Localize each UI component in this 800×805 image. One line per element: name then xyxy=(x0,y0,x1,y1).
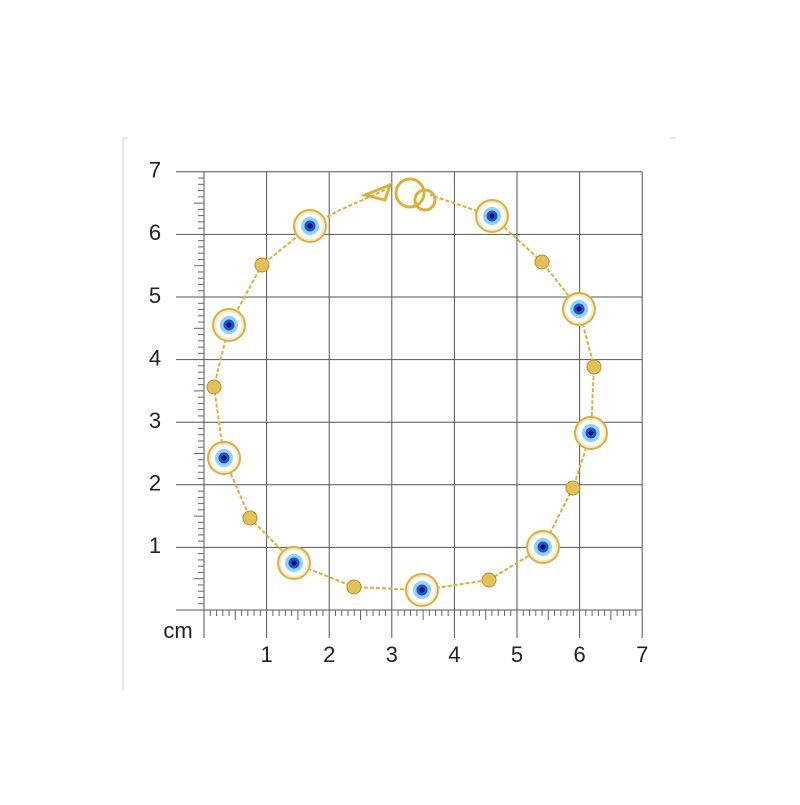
x-label: 3 xyxy=(386,642,398,667)
clasp-tag xyxy=(360,182,393,202)
ruler xyxy=(194,177,637,620)
grid xyxy=(176,171,643,638)
bracelet xyxy=(206,177,608,607)
x-label: 6 xyxy=(573,642,585,667)
y-label: 2 xyxy=(149,471,161,496)
eye-bead-pupil xyxy=(540,544,546,550)
x-label: 4 xyxy=(448,642,460,667)
eye-bead-pupil xyxy=(291,560,297,566)
y-label: 3 xyxy=(149,408,161,433)
unit-label: cm xyxy=(163,618,192,643)
gold-bead xyxy=(346,579,362,595)
gold-bead xyxy=(565,480,581,496)
eye-bead-pupil xyxy=(489,213,495,219)
eye-bead-pupil xyxy=(576,306,582,312)
eye-bead-pupil xyxy=(419,587,425,593)
gold-bead xyxy=(206,379,222,395)
y-label: 5 xyxy=(149,283,161,308)
x-label: 7 xyxy=(636,642,648,667)
gold-bead xyxy=(254,257,270,273)
clasp-ring xyxy=(394,177,426,209)
gold-bead xyxy=(242,510,258,526)
gold-bead xyxy=(586,359,602,375)
x-label: 5 xyxy=(511,642,523,667)
gold-bead xyxy=(534,254,550,270)
eye-bead-pupil xyxy=(588,430,594,436)
clasp-ring xyxy=(413,188,437,212)
eye-bead-pupil xyxy=(226,322,232,328)
eye-bead-pupil xyxy=(221,455,227,461)
y-label: 4 xyxy=(149,345,161,370)
labels: 7 6 5 4 3 2 1 1 2 3 4 5 6 7 xyxy=(149,158,648,667)
y-label: 7 xyxy=(149,158,161,183)
y-label: 1 xyxy=(149,533,161,558)
x-label: 2 xyxy=(323,642,335,667)
gold-bead xyxy=(481,572,497,588)
eye-bead-pupil xyxy=(307,223,313,229)
y-label: 6 xyxy=(149,220,161,245)
x-label: 1 xyxy=(260,642,272,667)
